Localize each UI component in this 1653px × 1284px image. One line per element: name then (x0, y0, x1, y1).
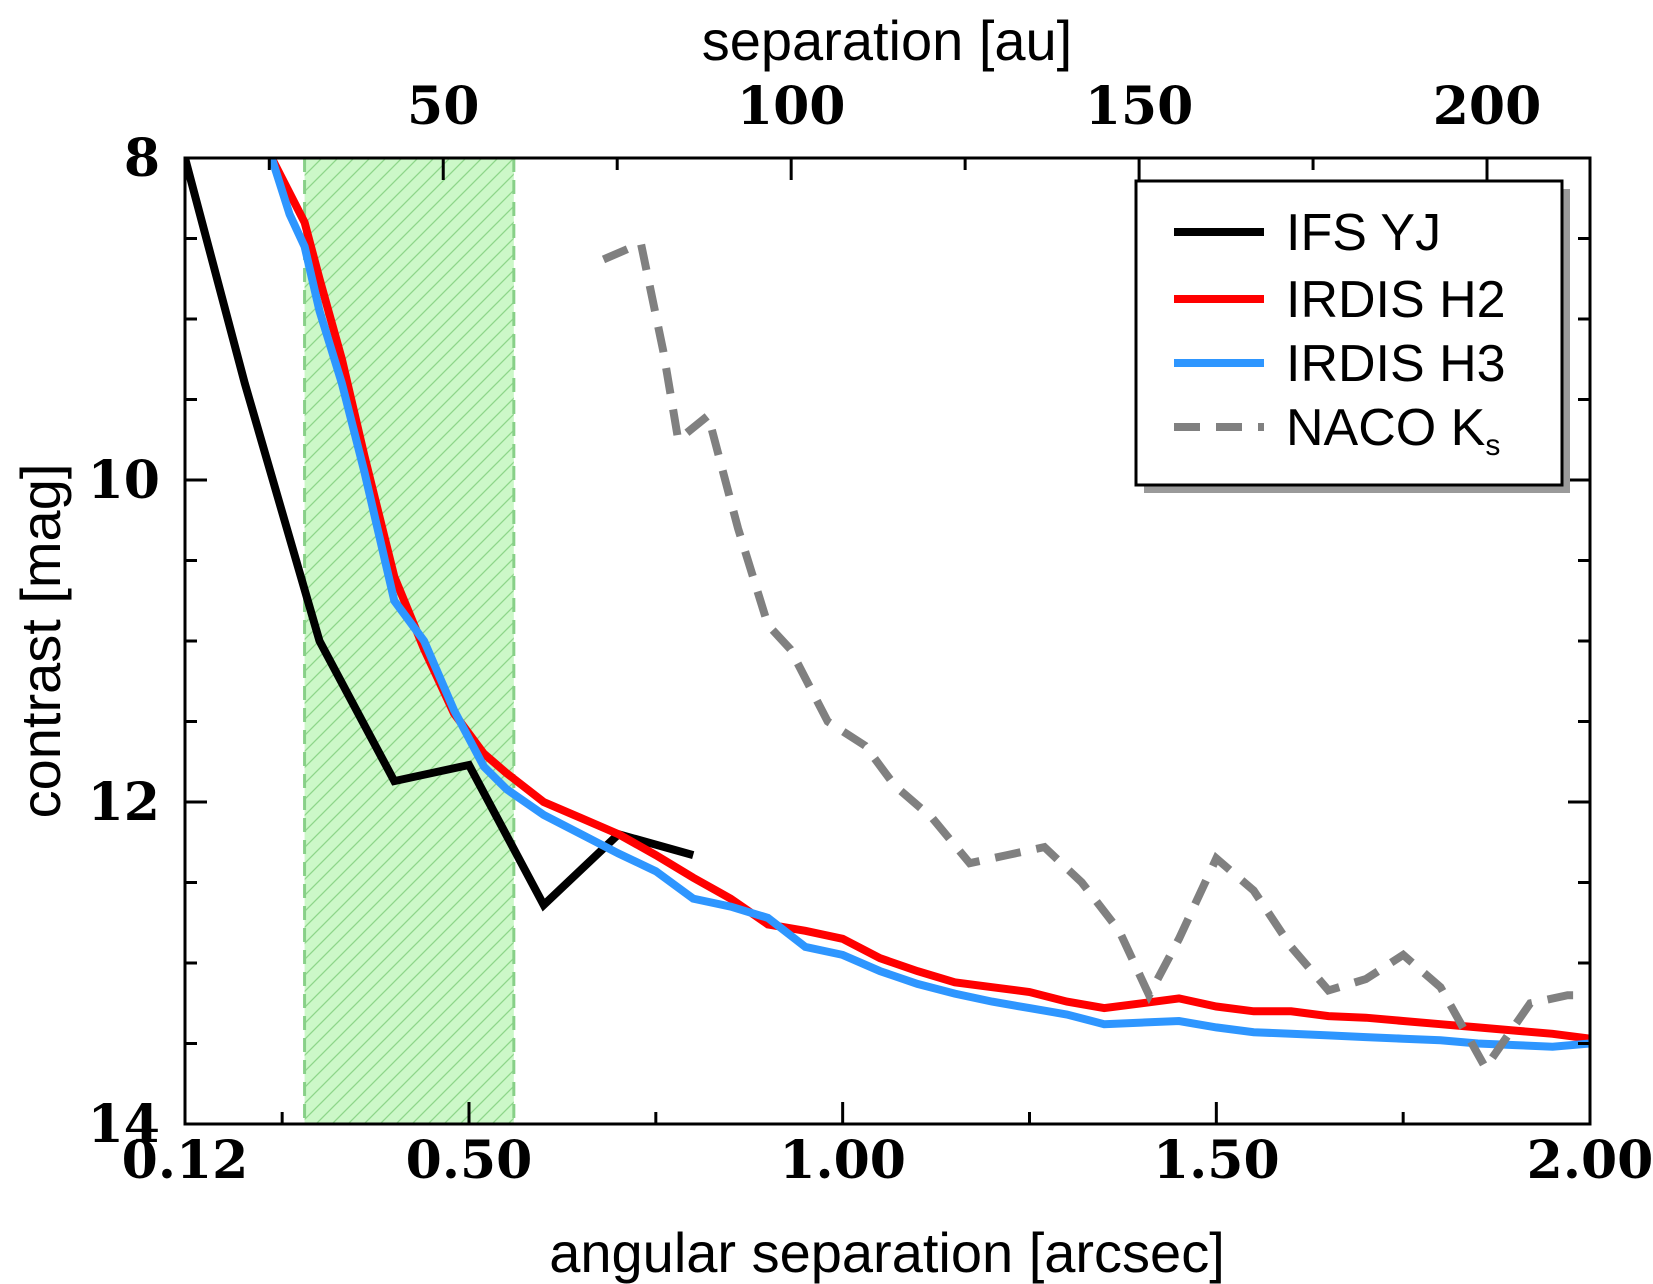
x-tick-label: 2.00 (1527, 1130, 1653, 1191)
top-axis-title: separation [au] (702, 9, 1072, 72)
legend-label-irdis-h2: IRDIS H2 (1286, 271, 1506, 329)
legend: IFS YJ IRDIS H2 IRDIS H3 NACO Ks (1134, 179, 1570, 493)
x-tick-label: 0.12 (122, 1130, 249, 1191)
legend-naco-main: NACO K (1286, 399, 1486, 457)
series-line-naco-ks (601, 237, 1590, 1076)
y-tick-label: 14 (88, 1094, 160, 1155)
y-tick-label: 12 (88, 772, 160, 833)
legend-label-irdis-h3: IRDIS H3 (1286, 335, 1506, 393)
y-tick-label: 8 (124, 128, 160, 189)
legend-label-naco-ks: NACO Ks (1286, 399, 1500, 462)
x-tick-label: 0.50 (406, 1130, 533, 1191)
tick-marks (183, 156, 1592, 1126)
series-line-irdis-h3 (267, 158, 1590, 1051)
shaded-region-layer (303, 158, 516, 1124)
y-axis-title: contrast [mag] (9, 464, 72, 819)
shaded-region (304, 158, 514, 1124)
top-tick-label: 100 (737, 76, 846, 137)
top-tick-label: 150 (1085, 76, 1194, 137)
x-tick-label: 1.00 (779, 1130, 906, 1191)
y-tick-label: 10 (88, 450, 160, 511)
legend-naco-subscript: s (1485, 429, 1500, 462)
top-tick-label: 50 (407, 76, 479, 137)
x-axis-title: angular separation [arcsec] (549, 1221, 1225, 1284)
x-tick-label: 1.50 (1153, 1130, 1280, 1191)
tick-labels: 0.12 0.50 1.00 1.50 2.00 8 10 12 14 50 100 150 200 (88, 76, 1653, 1191)
legend-label-ifs-yj: IFS YJ (1286, 204, 1441, 262)
top-tick-label: 200 (1433, 76, 1542, 137)
series-layer (185, 158, 1590, 1076)
